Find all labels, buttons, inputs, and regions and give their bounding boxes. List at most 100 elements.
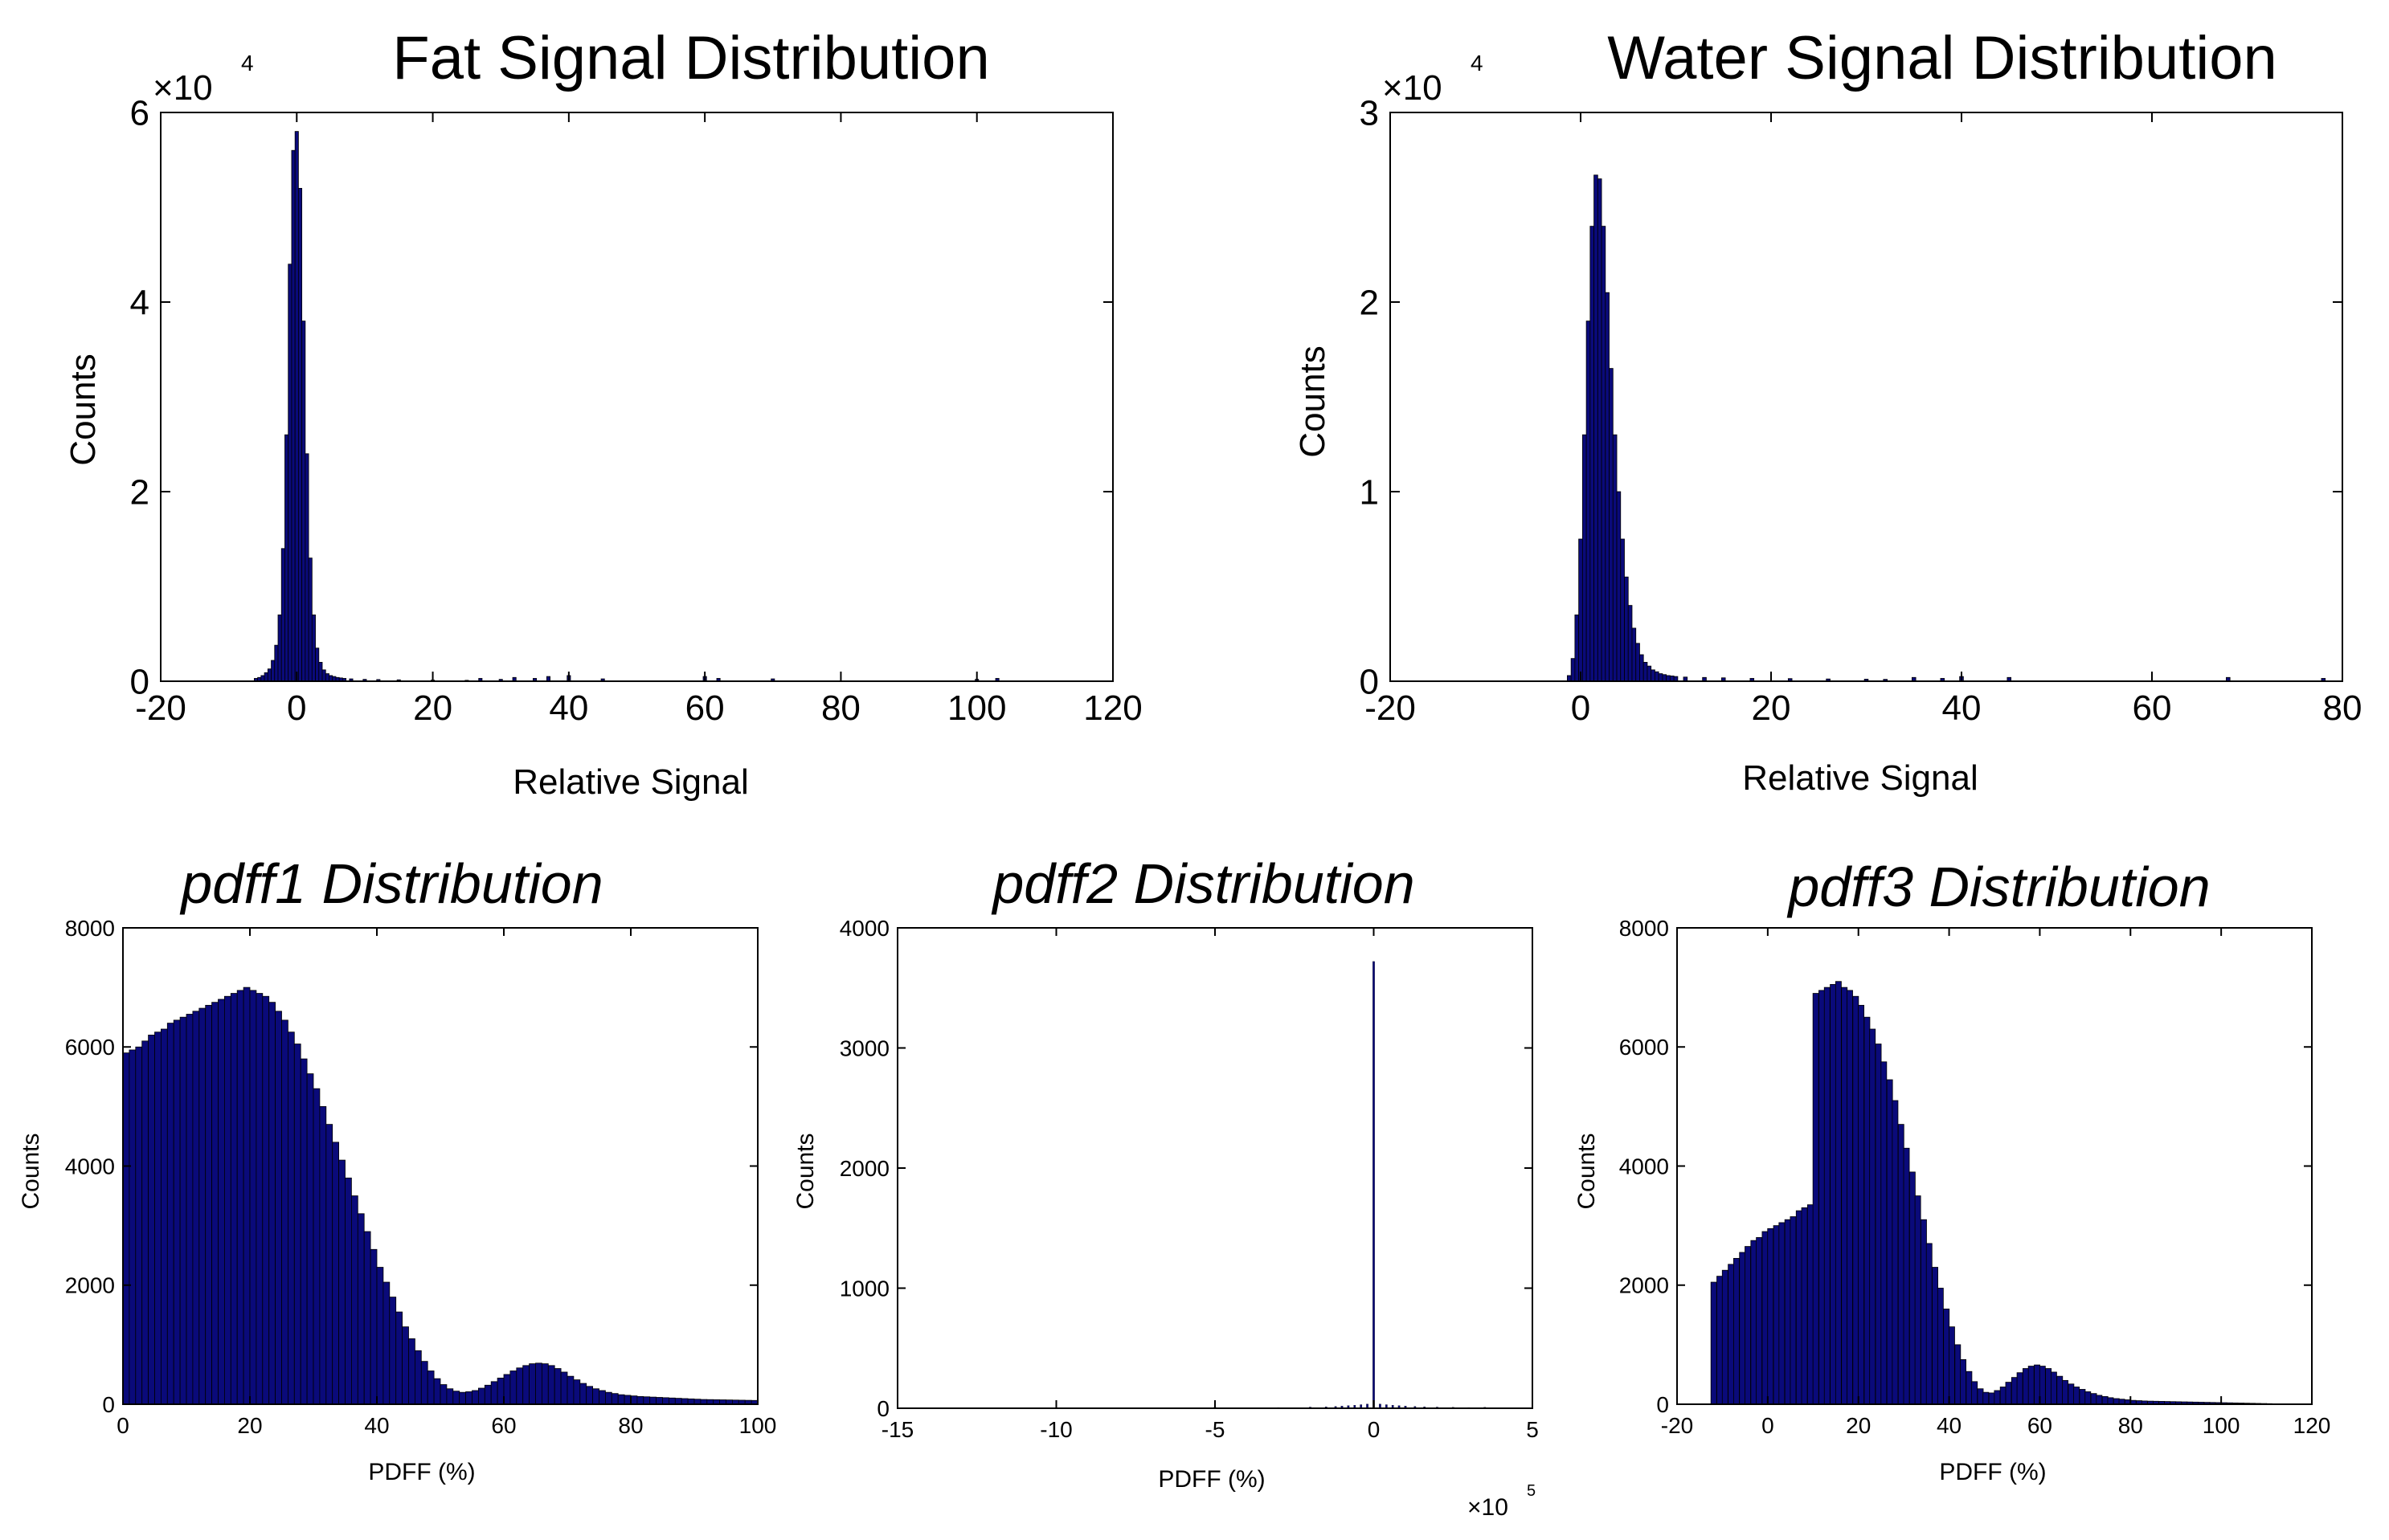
bar-water — [1642, 662, 1648, 682]
bar-pdff1 — [230, 993, 238, 1405]
bar-pdff3 — [1852, 995, 1859, 1405]
bar-water — [1597, 178, 1602, 682]
y-tick-label-pdff1: 4000 — [65, 1154, 115, 1178]
bar-pdff1 — [218, 999, 225, 1405]
bar-pdff1 — [516, 1367, 524, 1405]
bar-pdff3 — [2090, 1393, 2097, 1405]
bar-pdff3 — [1739, 1252, 1746, 1405]
bar-pdff3 — [1761, 1231, 1769, 1405]
bar-pdff3 — [1988, 1392, 1995, 1405]
bar-pdff3 — [1721, 1269, 1728, 1405]
bar-pdff1 — [599, 1390, 606, 1405]
y-tick-label-pdff2: 1000 — [840, 1276, 890, 1301]
y-tick-label-pdff1: 0 — [102, 1392, 115, 1417]
bar-water — [1666, 675, 1671, 682]
chart-title-water: Water Signal Distribution — [1607, 24, 2277, 92]
bar-water — [1605, 292, 1610, 682]
bar-fat — [280, 548, 285, 682]
bar-fat — [277, 615, 282, 682]
bar-fat — [311, 615, 316, 682]
bar-pdff1 — [522, 1365, 530, 1405]
bar-pdff1 — [560, 1371, 568, 1405]
bar-fat — [321, 669, 326, 682]
bar-pdff1 — [592, 1388, 599, 1405]
bar-pdff1 — [567, 1375, 575, 1405]
bar-pdff3 — [1767, 1228, 1774, 1405]
chart-title-pdff2: pdff2 Distribution — [991, 852, 1414, 915]
bar-pdff1 — [415, 1350, 422, 1405]
bar-pdff3 — [2011, 1377, 2018, 1405]
bar-pdff1 — [427, 1370, 435, 1405]
y-tick-label-pdff3: 0 — [1656, 1392, 1669, 1417]
x-tick-label-fat: 40 — [549, 688, 588, 728]
exponent-base-pdff2: ×10 — [1467, 1494, 1508, 1521]
bar-pdff1 — [275, 1011, 282, 1405]
x-tick-label-pdff1: 80 — [618, 1413, 643, 1438]
bar-pdff1 — [357, 1213, 365, 1405]
bar-pdff3 — [1886, 1079, 1893, 1405]
bar-pdff3 — [1847, 990, 1853, 1405]
x-tick-label-fat: 120 — [1083, 688, 1142, 728]
bar-pdff1 — [624, 1395, 632, 1405]
y-tick-label-water: 2 — [1360, 283, 1379, 322]
bar-pdff1 — [243, 986, 251, 1405]
bar-pdff1 — [345, 1177, 352, 1405]
bar-pdff3 — [1921, 1219, 1927, 1405]
bar-pdff1 — [306, 1073, 314, 1405]
bar-pdff1 — [376, 1267, 384, 1405]
bar-water — [1635, 643, 1640, 682]
bar-pdff3 — [2016, 1372, 2023, 1405]
bar-pdff1 — [420, 1361, 428, 1405]
axes-frame-water — [1389, 112, 2343, 682]
exponent-power-pdff2: 5 — [1527, 1482, 1536, 1500]
bar-water — [1585, 321, 1591, 682]
x-tick-label-pdff3: 100 — [2203, 1413, 2240, 1438]
bar-pdff3 — [1925, 1243, 1933, 1405]
bar-pdff1 — [573, 1379, 581, 1405]
y-tick-label-fat: 2 — [130, 472, 149, 512]
y-tick-label-fat: 4 — [130, 283, 149, 322]
bar-fat — [291, 149, 296, 682]
bar-pdff1 — [478, 1387, 485, 1405]
x-axis-label-pdff2: PDFF (%) — [1158, 1466, 1265, 1493]
bar-pdff1 — [529, 1363, 536, 1405]
y-tick-label-pdff1: 2000 — [65, 1273, 115, 1298]
bar-pdff3 — [2045, 1368, 2052, 1405]
bar-water — [1639, 654, 1644, 682]
bar-pdff1 — [681, 1398, 689, 1405]
bar-pdff1 — [617, 1394, 625, 1405]
bar-pdff1 — [554, 1368, 562, 1405]
x-axis-label-water: Relative Signal — [1742, 758, 1978, 798]
bar-pdff1 — [395, 1311, 403, 1405]
bar-pdff1 — [605, 1391, 612, 1405]
bar-pdff3 — [2027, 1366, 2035, 1405]
bar-pdff1 — [662, 1397, 669, 1405]
bar-pdff1 — [148, 1035, 155, 1405]
bar-pdff3 — [1801, 1207, 1808, 1405]
bar-pdff1 — [154, 1031, 162, 1405]
bar-pdff3 — [2005, 1382, 2012, 1405]
axes-frame-fat — [160, 112, 1114, 682]
bar-fat — [301, 321, 306, 682]
bar-water — [1624, 576, 1629, 682]
bar-pdff1 — [408, 1338, 415, 1405]
bar-pdff3 — [1949, 1326, 1955, 1405]
bar-pdff1 — [490, 1381, 498, 1405]
bar-pdff3 — [2068, 1383, 2075, 1405]
bar-pdff1 — [186, 1014, 194, 1405]
x-tick-label-pdff1: 40 — [364, 1413, 389, 1438]
bar-pdff1 — [643, 1396, 651, 1405]
y-tick-label-fat: 0 — [130, 662, 149, 701]
bar-fat — [288, 263, 292, 682]
bar-pdff3 — [1954, 1344, 1962, 1405]
bar-pdff1 — [287, 1031, 295, 1405]
plot-area-pdff1: 0 20 40 60 80 100 0 2000 4000 6000 8000 — [65, 916, 777, 1438]
x-tick-label-water: 40 — [1942, 688, 1982, 728]
bar-water — [1578, 538, 1583, 682]
bar-pdff1 — [649, 1396, 657, 1405]
bar-pdff3 — [1863, 1016, 1871, 1405]
bar-pdff3 — [1971, 1381, 1978, 1405]
x-tick-label-water: 0 — [1571, 688, 1590, 728]
bar-pdff1 — [630, 1395, 638, 1405]
